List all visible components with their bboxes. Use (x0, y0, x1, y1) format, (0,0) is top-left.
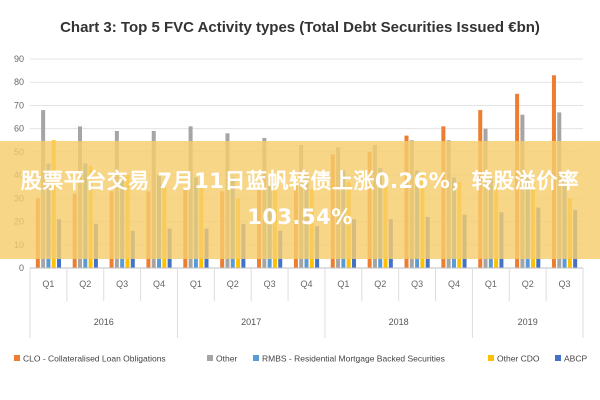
chart-title: Chart 3: Top 5 FVC Activity types (Total… (60, 19, 540, 36)
year-label: 2018 (389, 317, 409, 327)
legend-item: Other (207, 354, 237, 364)
x-tick-label: Q2 (227, 279, 239, 289)
x-tick-label: Q2 (522, 279, 534, 289)
y-tick-label: 90 (14, 54, 24, 64)
legend-label: ABCP (564, 354, 587, 364)
legend-label: Other (216, 354, 237, 364)
x-axis: Q1 Q2 Q3 Q4 Q1 Q2 Q3 Q4 Q1 Q2 Q3 Q4 Q1 Q2 Q3 2016 2017 20… (29, 267, 584, 338)
x-tick-label: Q1 (190, 279, 202, 289)
year-label: 2016 (94, 317, 114, 327)
legend-swatch (14, 355, 20, 361)
x-tick-label: Q3 (411, 279, 423, 289)
legend-item: Other CDO (488, 354, 540, 364)
x-tick-label: Q1 (42, 279, 54, 289)
x-tick-label: Q4 (300, 279, 312, 289)
y-tick-label: 70 (14, 100, 24, 110)
overlay-banner: 股票平台交易 7月11日蓝帆转债上涨0.26%，转股溢价率103.54% (0, 141, 600, 259)
y-tick-label: 0 (19, 263, 24, 273)
legend-swatch (207, 355, 213, 361)
legend-item: ABCP (555, 354, 587, 364)
x-tick-label: Q2 (374, 279, 386, 289)
x-tick-label: Q3 (264, 279, 276, 289)
x-tick-label: Q1 (485, 279, 497, 289)
x-tick-label: Q4 (153, 279, 165, 289)
overlay-text: 股票平台交易 7月11日蓝帆转债上涨0.26%，转股溢价率103.54% (20, 169, 580, 229)
legend-swatch (555, 355, 561, 361)
legend-item: RMBS - Residential Mortgage Backed Secur… (253, 354, 445, 364)
x-tick-label: Q3 (116, 279, 128, 289)
y-tick-label: 60 (14, 124, 24, 134)
legend-label: Other CDO (497, 354, 540, 364)
legend-swatch (253, 355, 259, 361)
x-tick-label: Q1 (337, 279, 349, 289)
legend: CLO - Collateralised Loan Obligations Oth… (14, 354, 587, 364)
year-label: 2017 (241, 317, 261, 327)
legend-label: RMBS - Residential Mortgage Backed Secur… (262, 354, 445, 364)
legend-item: CLO - Collateralised Loan Obligations (14, 354, 166, 364)
legend-swatch (488, 355, 494, 361)
legend-label: CLO - Collateralised Loan Obligations (23, 354, 166, 364)
x-tick-label: Q4 (448, 279, 460, 289)
year-label: 2019 (518, 317, 538, 327)
y-tick-label: 80 (14, 77, 24, 87)
x-tick-label: Q3 (559, 279, 571, 289)
x-tick-label: Q2 (79, 279, 91, 289)
